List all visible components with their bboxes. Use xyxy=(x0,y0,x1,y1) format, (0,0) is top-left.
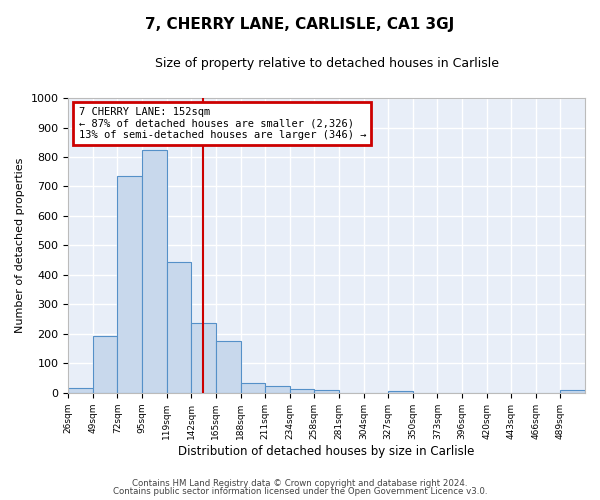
Bar xyxy=(167,262,191,393)
Bar xyxy=(191,322,216,393)
Bar xyxy=(560,390,585,393)
Bar xyxy=(118,176,142,393)
Title: Size of property relative to detached houses in Carlisle: Size of property relative to detached ho… xyxy=(155,58,499,70)
Bar xyxy=(241,382,265,393)
Bar xyxy=(314,390,339,393)
Bar xyxy=(388,391,413,393)
Bar xyxy=(68,388,93,393)
Text: 7 CHERRY LANE: 152sqm
← 87% of detached houses are smaller (2,326)
13% of semi-d: 7 CHERRY LANE: 152sqm ← 87% of detached … xyxy=(79,107,366,140)
Text: Contains HM Land Registry data © Crown copyright and database right 2024.: Contains HM Land Registry data © Crown c… xyxy=(132,478,468,488)
Bar xyxy=(93,336,118,393)
Bar xyxy=(142,150,167,393)
Bar xyxy=(216,342,241,393)
X-axis label: Distribution of detached houses by size in Carlisle: Distribution of detached houses by size … xyxy=(178,444,475,458)
Text: Contains public sector information licensed under the Open Government Licence v3: Contains public sector information licen… xyxy=(113,487,487,496)
Bar xyxy=(290,388,314,393)
Bar xyxy=(265,386,290,393)
Text: 7, CHERRY LANE, CARLISLE, CA1 3GJ: 7, CHERRY LANE, CARLISLE, CA1 3GJ xyxy=(145,18,455,32)
Y-axis label: Number of detached properties: Number of detached properties xyxy=(15,158,25,333)
